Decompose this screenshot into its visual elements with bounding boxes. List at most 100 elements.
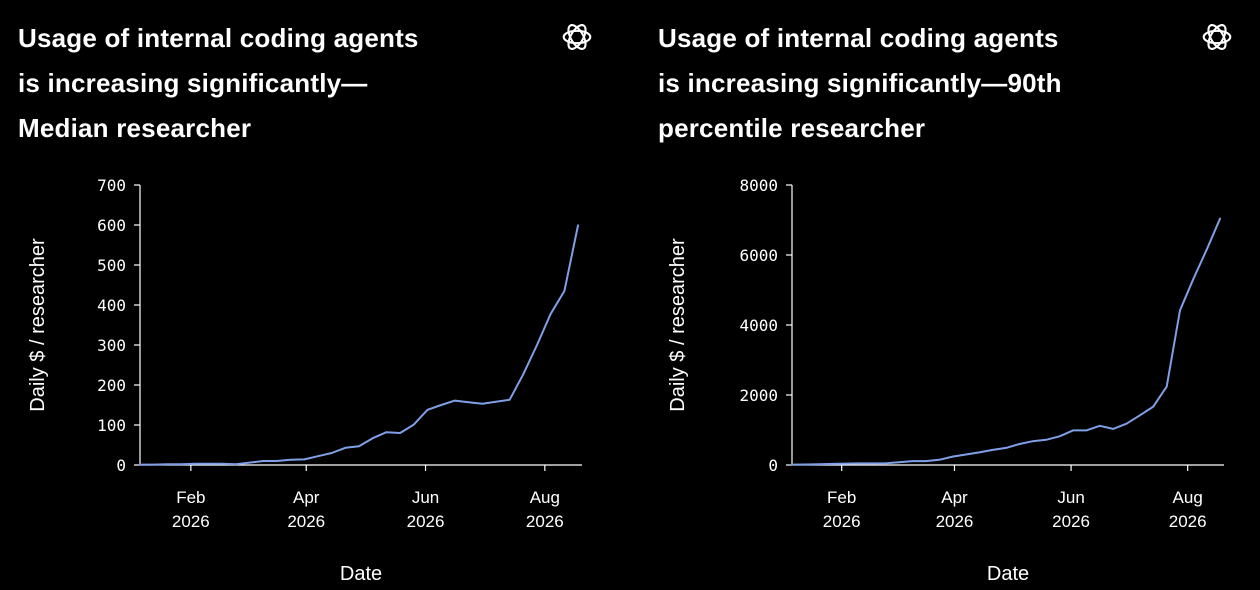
- data-point: [911, 460, 914, 462]
- data-point: [1192, 278, 1195, 280]
- y-tick-label: 300: [97, 336, 126, 355]
- chart-title: Usage of internal coding agents is incre…: [18, 16, 458, 151]
- data-point: [1018, 443, 1021, 445]
- x-tick-label: 2026: [526, 512, 564, 531]
- x-tick-label: Feb: [827, 488, 856, 507]
- chart-title-line: is increasing significantly—: [18, 68, 368, 98]
- data-point: [1058, 435, 1061, 438]
- data-point: [1125, 422, 1128, 425]
- data-point: [549, 313, 552, 315]
- data-point: [344, 447, 347, 449]
- data-point: [1099, 425, 1101, 427]
- chart-title-line: Usage of internal coding agents: [18, 23, 419, 53]
- x-tick-label: 2026: [1169, 512, 1207, 531]
- data-point: [884, 462, 887, 465]
- data-point: [399, 432, 401, 434]
- data-point: [563, 290, 566, 292]
- data-point: [1032, 440, 1034, 443]
- data-point: [1045, 439, 1047, 441]
- data-point: [1085, 429, 1088, 432]
- x-tick-label: Apr: [293, 488, 320, 507]
- x-tick-label: Apr: [941, 488, 968, 507]
- data-point: [180, 463, 182, 466]
- y-axis-title: Daily $ / researcher: [667, 238, 689, 412]
- data-point: [481, 403, 484, 405]
- y-tick-label: 2000: [739, 386, 778, 405]
- data-point: [385, 431, 388, 434]
- data-point: [791, 463, 793, 466]
- y-tick-label: 6000: [739, 246, 778, 265]
- chart-title: Usage of internal coding agents is incre…: [658, 16, 1098, 151]
- data-point: [522, 373, 525, 376]
- x-tick-label: 2026: [936, 512, 974, 531]
- y-axis-title: Daily $ / researcher: [27, 238, 49, 412]
- data-point: [831, 463, 833, 465]
- x-tick-label: Jun: [412, 488, 439, 507]
- x-tick-label: Aug: [1173, 488, 1203, 507]
- data-point: [965, 453, 967, 456]
- data-point: [1179, 309, 1181, 312]
- openai-logo-icon: [1202, 24, 1232, 50]
- y-tick-label: 200: [97, 376, 126, 395]
- x-tick-label: 2026: [287, 512, 325, 531]
- y-tick-label: 100: [97, 416, 126, 435]
- data-point: [1152, 405, 1155, 408]
- data-point: [413, 423, 415, 426]
- x-tick-label: 2026: [1052, 512, 1090, 531]
- data-point: [858, 462, 860, 465]
- x-tick-label: 2026: [407, 512, 445, 531]
- data-point: [1005, 447, 1007, 449]
- data-point: [804, 463, 807, 466]
- data-point: [951, 455, 954, 458]
- data-point: [440, 404, 443, 406]
- data-point: [166, 463, 169, 466]
- x-tick-label: Jun: [1057, 488, 1084, 507]
- data-point: [818, 463, 820, 466]
- data-point: [925, 460, 927, 462]
- y-tick-label: 0: [116, 456, 126, 475]
- y-tick-label: 400: [97, 296, 126, 315]
- data-point: [508, 399, 511, 401]
- y-tick-label: 8000: [739, 176, 778, 195]
- chart-panel-90th-percentile: Usage of internal coding agents is incre…: [640, 0, 1260, 590]
- data-point: [1165, 385, 1168, 388]
- x-tick-label: Feb: [176, 488, 205, 507]
- y-tick-label: 0: [768, 456, 778, 475]
- data-point: [991, 449, 994, 451]
- data-point: [358, 445, 360, 448]
- data-point: [426, 409, 429, 411]
- data-point: [1072, 429, 1074, 432]
- data-point: [330, 452, 333, 454]
- data-point: [276, 460, 278, 462]
- line-chart: 0 2000 4000 6000 8000 Feb 2026 Apr 2026 Jun 2026 Au…: [667, 176, 1224, 585]
- data-point: [1112, 428, 1114, 430]
- data-point: [1219, 217, 1221, 220]
- data-point: [207, 463, 210, 465]
- y-tick-label: 700: [97, 176, 126, 195]
- data-point: [871, 462, 874, 465]
- data-point: [454, 399, 456, 402]
- data-point: [262, 460, 265, 462]
- data-point: [1139, 414, 1141, 417]
- x-axis-title: Date: [340, 563, 382, 585]
- data-point: [235, 463, 237, 466]
- data-point: [495, 401, 497, 403]
- y-tick-label: 600: [97, 216, 126, 235]
- series-line: [140, 224, 580, 466]
- data-point: [536, 344, 538, 346]
- x-tick-label: Aug: [530, 488, 560, 507]
- data-point: [371, 437, 374, 440]
- openai-logo-icon: [562, 24, 592, 50]
- data-point: [844, 462, 847, 465]
- data-point: [317, 455, 319, 458]
- chart-title-line: percentile researcher: [658, 113, 926, 143]
- y-tick-label: 4000: [739, 316, 778, 335]
- chart-title-line: Median researcher: [18, 113, 252, 143]
- data-point: [938, 459, 940, 461]
- data-point: [303, 458, 306, 461]
- y-tick-label: 500: [97, 256, 126, 275]
- x-axis-title: Date: [987, 563, 1029, 585]
- data-point: [248, 461, 251, 464]
- data-point: [1206, 248, 1208, 251]
- chart-title-line: Usage of internal coding agents: [658, 23, 1059, 53]
